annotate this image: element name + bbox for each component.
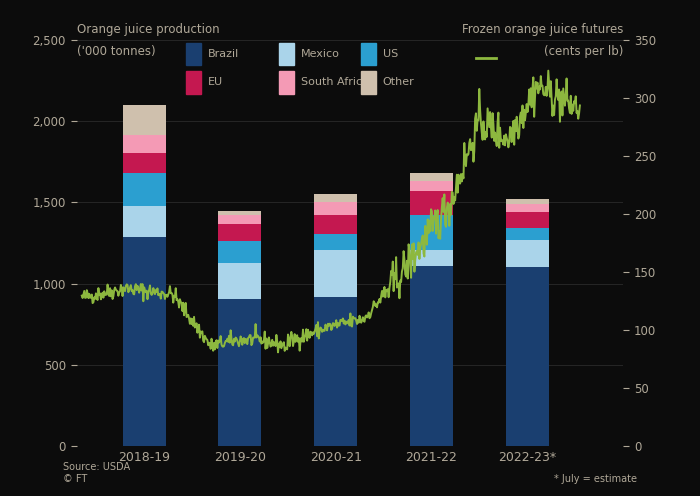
- Bar: [314, 234, 357, 249]
- Bar: [218, 224, 261, 242]
- Bar: [410, 266, 453, 446]
- Bar: [122, 173, 166, 206]
- Bar: [505, 204, 549, 212]
- Bar: [186, 43, 202, 65]
- Bar: [218, 242, 261, 263]
- Bar: [410, 215, 453, 249]
- Text: Other: Other: [383, 77, 414, 87]
- Bar: [314, 297, 357, 446]
- Bar: [186, 71, 202, 94]
- Bar: [218, 263, 261, 299]
- Bar: [122, 135, 166, 153]
- Bar: [314, 202, 357, 215]
- Text: * July = estimate: * July = estimate: [554, 474, 637, 484]
- Bar: [122, 206, 166, 238]
- Bar: [122, 238, 166, 446]
- Text: South Africa: South Africa: [301, 77, 369, 87]
- Bar: [218, 299, 261, 446]
- Bar: [505, 267, 549, 446]
- Text: US: US: [383, 49, 398, 59]
- Bar: [505, 240, 549, 267]
- Bar: [314, 215, 357, 234]
- Text: (cents per lb): (cents per lb): [544, 45, 623, 58]
- Bar: [314, 194, 357, 202]
- Text: Frozen orange juice futures: Frozen orange juice futures: [461, 23, 623, 36]
- Bar: [279, 43, 294, 65]
- Bar: [410, 181, 453, 191]
- Text: Mexico: Mexico: [301, 49, 340, 59]
- Bar: [505, 199, 549, 204]
- Bar: [218, 215, 261, 224]
- Bar: [122, 153, 166, 173]
- Text: ('000 tonnes): ('000 tonnes): [77, 45, 155, 58]
- Bar: [410, 191, 453, 215]
- Text: Brazil: Brazil: [208, 49, 239, 59]
- Bar: [505, 212, 549, 228]
- Bar: [361, 71, 376, 94]
- Bar: [410, 173, 453, 181]
- Bar: [505, 228, 549, 240]
- Bar: [279, 71, 294, 94]
- Bar: [361, 43, 376, 65]
- Text: Orange juice production: Orange juice production: [77, 23, 220, 36]
- Bar: [122, 105, 166, 135]
- Text: EU: EU: [208, 77, 223, 87]
- Bar: [218, 210, 261, 215]
- Bar: [314, 249, 357, 297]
- Text: Source: USDA
© FT: Source: USDA © FT: [63, 462, 130, 484]
- Bar: [410, 249, 453, 266]
